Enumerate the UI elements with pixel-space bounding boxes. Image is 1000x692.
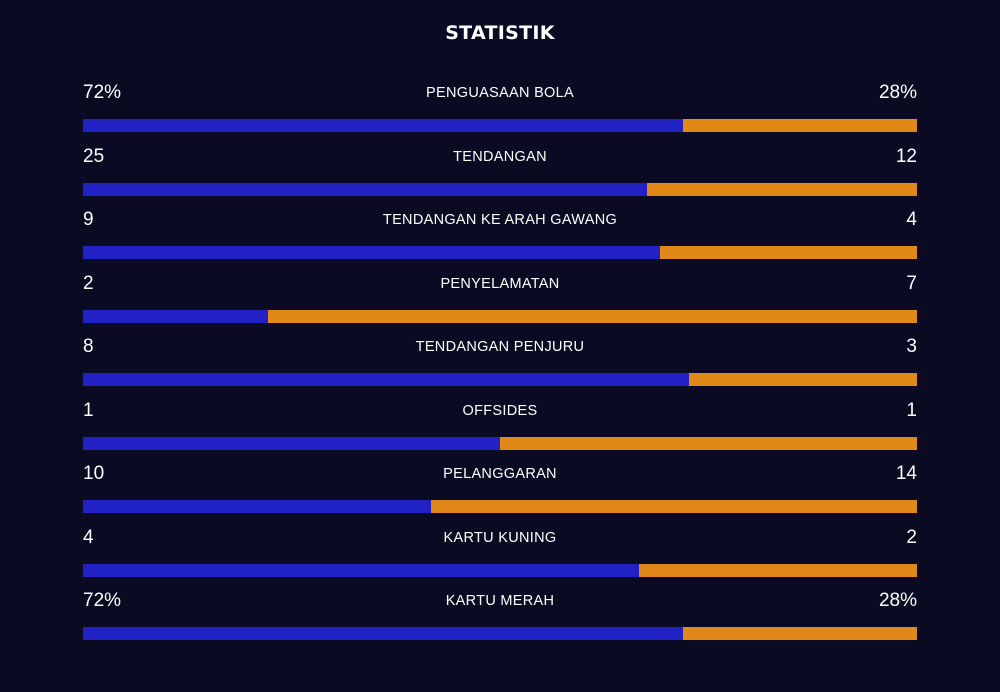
away-value: 7 — [906, 272, 917, 294]
stat-bar — [83, 436, 917, 450]
stat-label: PENGUASAAN BOLA — [426, 85, 574, 101]
page-title: STATISTIK — [445, 22, 555, 44]
stat-row: 72% PENGUASAAN BOLA 28% — [83, 80, 917, 144]
stat-row: 25 TENDANGAN 12 — [83, 144, 917, 208]
away-bar — [689, 373, 917, 386]
stat-label: KARTU MERAH — [445, 593, 555, 609]
away-value: 1 — [906, 399, 917, 421]
away-value: 12 — [895, 145, 917, 167]
home-bar — [83, 373, 690, 386]
stat-bar — [83, 500, 917, 513]
stat-label: OFFSIDES — [462, 402, 538, 419]
away-value: 4 — [906, 209, 917, 230]
stat-label: PENYELAMATAN — [440, 275, 560, 292]
home-bar — [83, 182, 647, 196]
home-bar — [83, 563, 640, 577]
stat-bar — [83, 309, 917, 323]
home-bar — [83, 436, 500, 450]
stat-label: TENDANGAN — [453, 148, 547, 165]
stat-label: PELANGGARAN — [443, 466, 557, 482]
stat-row: 10 PELANGGARAN 14 — [83, 461, 917, 525]
away-bar — [430, 500, 917, 513]
away-value: 3 — [906, 336, 917, 357]
away-value: 2 — [906, 526, 917, 548]
stats-list: 72% PENGUASAAN BOLA 28% 25 TENDANGAN 1 2 … — [83, 80, 917, 652]
home-value: 2 — [83, 272, 94, 294]
stat-bar — [83, 373, 917, 386]
stat-row: 1 OFFSIDES 1 — [83, 398, 917, 462]
stat-bar — [83, 627, 917, 640]
home-value: 10 — [83, 463, 105, 484]
away-bar — [683, 119, 917, 132]
home-value: 9 — [83, 209, 94, 230]
away-value: 28% — [878, 82, 917, 103]
home-bar — [83, 119, 684, 132]
stat-bar — [83, 182, 917, 196]
away-bar — [683, 627, 917, 640]
home-value: 1 — [83, 399, 94, 421]
stat-row: 4 KARTU KUNING 2 — [83, 525, 917, 589]
away-bar — [660, 246, 917, 259]
away-bar — [268, 309, 917, 323]
home-bar — [83, 500, 431, 513]
away-bar — [646, 182, 917, 196]
home-bar — [83, 627, 684, 640]
stat-bar — [83, 563, 917, 577]
home-value: 72% — [83, 82, 122, 103]
home-bar — [83, 246, 661, 259]
away-value: 28% — [878, 590, 917, 611]
away-value: 14 — [895, 463, 917, 484]
stat-row: 72% KARTU MERAH 28% — [83, 588, 917, 652]
stat-row: 2 PENYELAMATAN 7 — [83, 271, 917, 335]
stat-bar — [83, 119, 917, 132]
home-value: 4 — [83, 526, 94, 548]
away-bar — [639, 563, 917, 577]
stat-label: KARTU KUNING — [443, 529, 557, 546]
stat-row: 9 TENDANGAN KE ARAH GAWANG 4 — [83, 207, 917, 271]
home-bar — [83, 309, 269, 323]
home-value: 25 — [83, 145, 105, 167]
stat-row: 8 TENDANGAN PENJURU 3 — [83, 334, 917, 398]
stat-label: TENDANGAN KE ARAH GAWANG — [382, 212, 618, 228]
away-bar — [500, 436, 917, 450]
home-value: 8 — [83, 336, 94, 357]
home-value: 72% — [83, 590, 122, 611]
stat-label: TENDANGAN PENJURU — [415, 339, 585, 355]
stat-bar — [83, 246, 917, 259]
